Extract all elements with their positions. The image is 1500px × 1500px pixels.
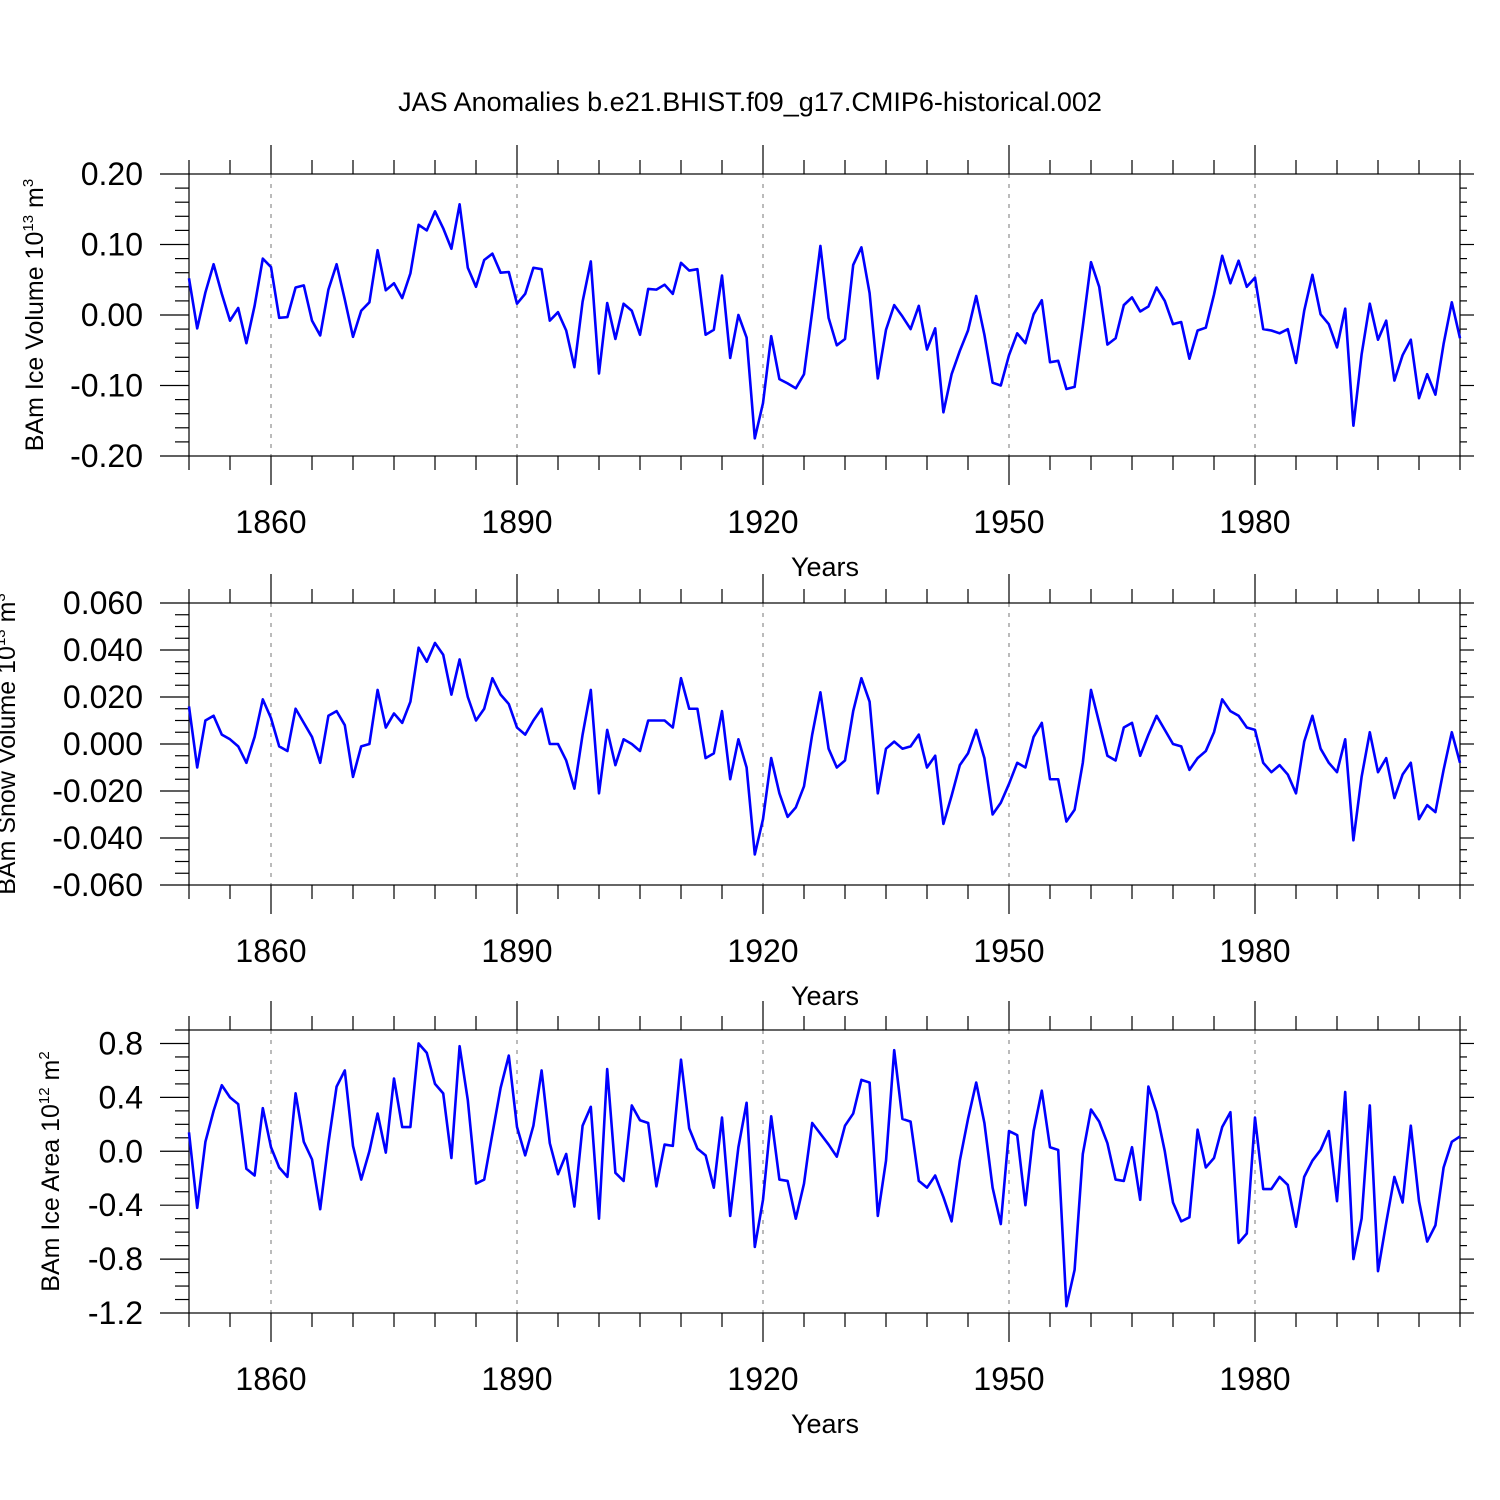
figure-title: JAS Anomalies b.e21.BHIST.f09_g17.CMIP6-… bbox=[398, 87, 1102, 117]
y-tick-label: -0.20 bbox=[70, 438, 143, 474]
y-tick-label: 0.060 bbox=[63, 585, 143, 621]
x-tick-label: 1860 bbox=[235, 933, 306, 969]
y-tick-label: -0.4 bbox=[88, 1187, 143, 1223]
y-tick-label: 0.8 bbox=[99, 1025, 143, 1061]
panels: -0.20 -0.10 0.00 0.10 0.20 1860 1890 1920 1950 19… bbox=[0, 145, 1474, 1439]
x-tick-label: 1920 bbox=[727, 933, 798, 969]
x-axis-label: Years bbox=[791, 981, 859, 1011]
x-tick-label: 1890 bbox=[481, 1361, 552, 1397]
y-tick-label: -0.040 bbox=[52, 820, 143, 856]
y-tick-label: -0.8 bbox=[88, 1241, 143, 1277]
y-axis-label: BAm Snow Volume 1013 m3 bbox=[0, 593, 21, 895]
y-tick-label: -0.020 bbox=[52, 773, 143, 809]
plot-frame bbox=[188, 173, 1461, 457]
x-tick-label: 1950 bbox=[973, 1361, 1044, 1397]
series-line-bam-ice-volume bbox=[187, 203, 1462, 440]
y-tick-label: 0.000 bbox=[63, 726, 143, 762]
x-tick-label: 1860 bbox=[235, 1361, 306, 1397]
y-tick-label: 0.10 bbox=[81, 227, 143, 263]
y-tick-label: 0.20 bbox=[81, 156, 143, 192]
plot-frame bbox=[188, 602, 1461, 886]
panel-3: -1.2 -0.8 -0.4 0.0 0.4 0.8 1860 1890 1920 1950 198… bbox=[36, 1001, 1474, 1439]
y-tick-label: 0.0 bbox=[99, 1133, 143, 1169]
panel-2: -0.060 -0.040 -0.020 0.000 0.020 0.040 0.060 18… bbox=[0, 574, 1474, 1011]
x-tick-label: 1980 bbox=[1219, 933, 1290, 969]
y-tick-label: 0.020 bbox=[63, 679, 143, 715]
x-tick-label: 1980 bbox=[1219, 504, 1290, 540]
x-axis-label: Years bbox=[791, 1409, 859, 1439]
y-tick-label: -1.2 bbox=[88, 1295, 143, 1331]
x-tick-label: 1890 bbox=[481, 504, 552, 540]
x-tick-label: 1950 bbox=[973, 504, 1044, 540]
x-tick-label: 1920 bbox=[727, 1361, 798, 1397]
series-line-bam-snow-volume bbox=[187, 641, 1462, 856]
x-tick-label: 1950 bbox=[973, 933, 1044, 969]
y-tick-label: -0.060 bbox=[52, 867, 143, 903]
x-tick-label: 1890 bbox=[481, 933, 552, 969]
x-tick-label: 1980 bbox=[1219, 1361, 1290, 1397]
series-line-bam-ice-area bbox=[187, 1042, 1461, 1308]
y-axis-label: BAm Ice Area 1012 m2 bbox=[36, 1051, 65, 1291]
y-axis-label: BAm Ice Volume 1013 m3 bbox=[20, 179, 49, 451]
y-tick-label: 0.040 bbox=[63, 632, 143, 668]
plot-frame bbox=[188, 1029, 1461, 1314]
y-tick-label: 0.00 bbox=[81, 297, 143, 333]
x-tick-label: 1920 bbox=[727, 504, 798, 540]
y-tick-label: -0.10 bbox=[70, 368, 143, 404]
x-axis-label: Years bbox=[791, 552, 859, 582]
x-tick-label: 1860 bbox=[235, 504, 306, 540]
panel-1: -0.20 -0.10 0.00 0.10 0.20 1860 1890 1920 1950 19… bbox=[20, 145, 1474, 582]
y-tick-label: 0.4 bbox=[99, 1079, 143, 1115]
